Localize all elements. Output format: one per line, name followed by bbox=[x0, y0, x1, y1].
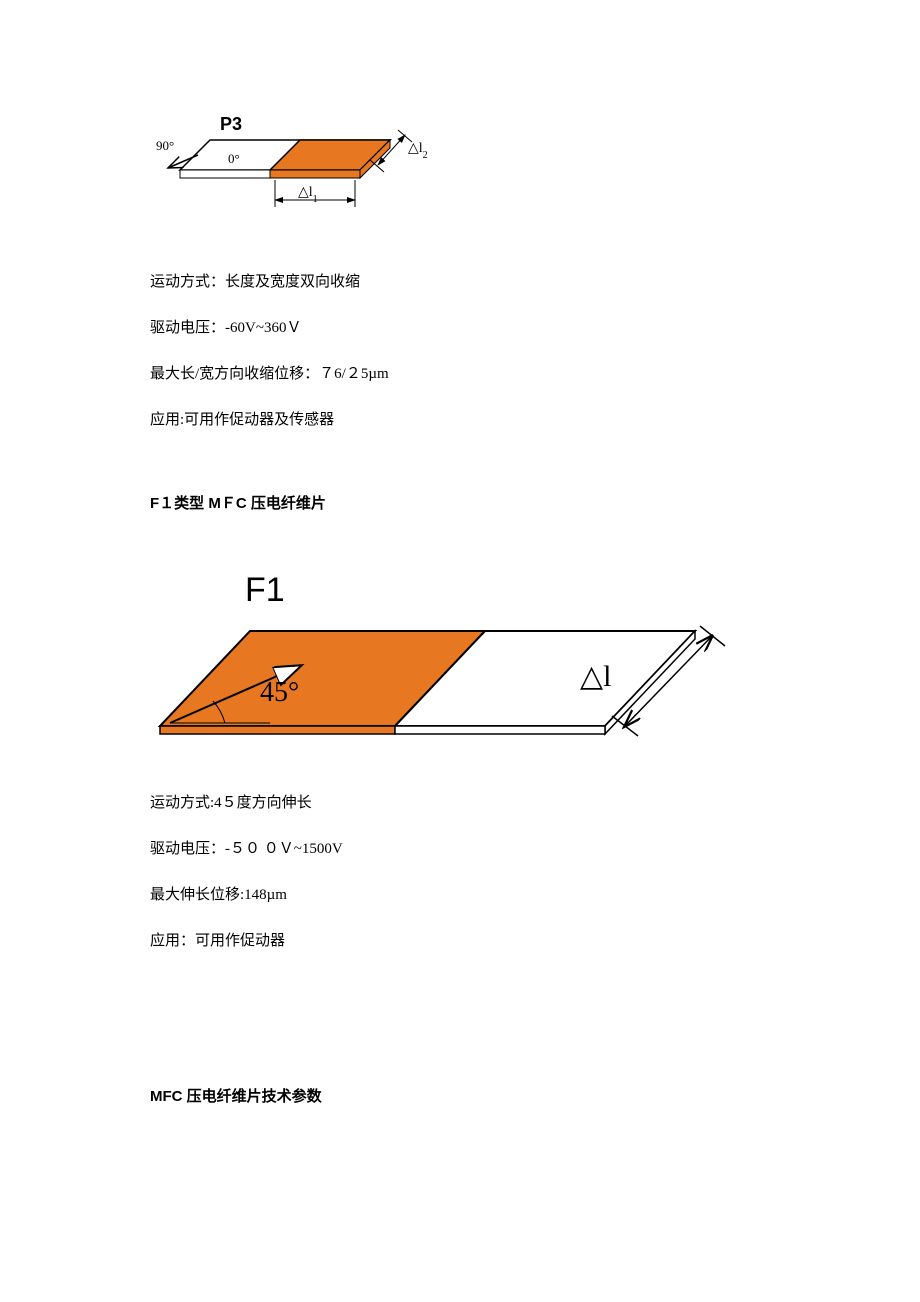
f1-voltage: 驱动电压：-５０ ０Ｖ~1500V bbox=[150, 837, 770, 861]
f1-application: 应用：可用作促动器 bbox=[150, 929, 770, 953]
p3-application: 应用:可用作促动器及传感器 bbox=[150, 408, 770, 432]
svg-text:90°: 90° bbox=[156, 138, 174, 153]
f1-diagram: F1 45° △l bbox=[150, 551, 770, 761]
svg-text:0°: 0° bbox=[228, 151, 240, 166]
tech-params-heading: MFC 压电纤维片技术参数 bbox=[150, 1085, 770, 1109]
p3-svg: P3 90° 0° △l1 △l2 bbox=[150, 100, 450, 240]
f1-displacement: 最大伸长位移:148µm bbox=[150, 883, 770, 907]
f1-svg: F1 45° △l bbox=[150, 551, 750, 761]
f1-heading: F１类型 MＦC 压电纤维片 bbox=[150, 492, 770, 516]
p3-diagram: P3 90° 0° △l1 △l2 bbox=[150, 100, 770, 240]
p3-motion: 运动方式：长度及宽度双向收缩 bbox=[150, 270, 770, 294]
svg-text:△l1: △l1 bbox=[298, 185, 318, 205]
svg-text:45°: 45° bbox=[260, 677, 299, 708]
svg-text:△l2: △l2 bbox=[408, 141, 428, 161]
svg-text:P3: P3 bbox=[220, 114, 242, 134]
p3-voltage: 驱动电压：-60V~360Ｖ bbox=[150, 316, 770, 340]
svg-text:△l: △l bbox=[580, 660, 611, 693]
svg-text:F1: F1 bbox=[245, 571, 285, 609]
p3-displacement: 最大长/宽方向收缩位移：７6/２5µm bbox=[150, 362, 770, 386]
f1-motion: 运动方式:4５度方向伸长 bbox=[150, 791, 770, 815]
